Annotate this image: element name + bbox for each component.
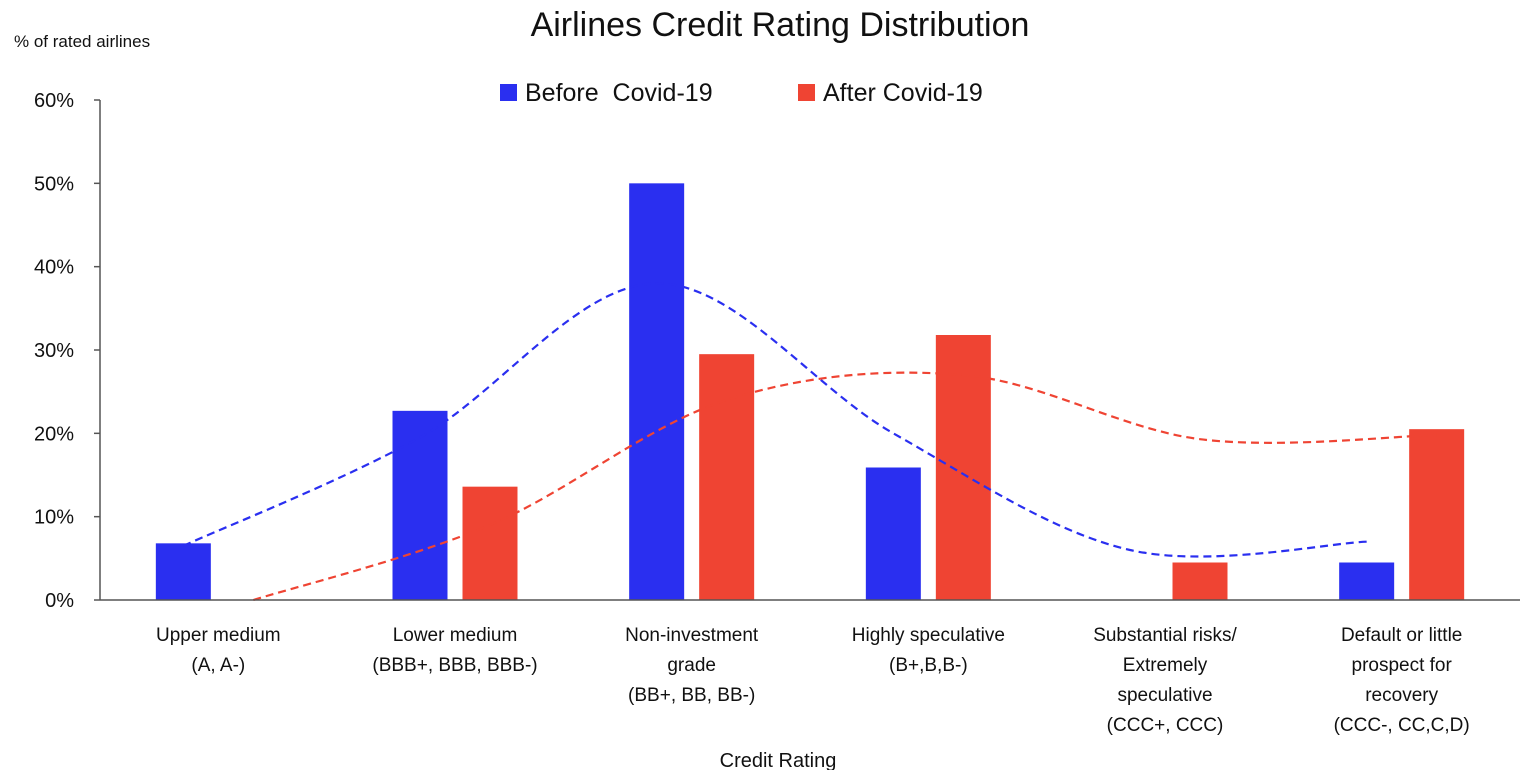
legend-swatch-before: [500, 84, 517, 101]
legend-label-before: Before Covid-19: [525, 79, 713, 107]
bar-after-1: [462, 486, 518, 600]
bar-before-3: [865, 467, 921, 600]
x-category-label-0: Upper medium (A, A-): [156, 625, 281, 676]
bar-after-4: [1172, 562, 1228, 600]
y-tick-label: 40%: [34, 257, 74, 279]
y-tick-label: 0%: [45, 590, 74, 612]
x-category-label-4: Substantial risks/Extremely speculative (C…: [1093, 625, 1237, 736]
legend-swatch-after: [798, 84, 815, 101]
y-tick-label: 10%: [34, 507, 74, 529]
y-tick-label: 60%: [34, 90, 74, 112]
y-axis: 0% 10% 20% 30% 40% 50% 60%: [34, 90, 100, 612]
bar-after-2: [699, 354, 755, 600]
bar-after-3: [935, 335, 991, 600]
y-tick-label: 30%: [34, 340, 74, 362]
x-category-label-3: Highly speculative (B+,B,B-): [852, 625, 1005, 676]
trendline-after: [253, 371, 1437, 602]
x-category-label-1: Lower medium (BBB+, BBB, BBB-): [372, 625, 537, 676]
bar-after-5: [1409, 429, 1465, 600]
axes: [99, 100, 1520, 601]
legend: Before Covid-19 After Covid-19: [500, 79, 983, 107]
x-category-label-5: Default or little prospect for recovery (CC…: [1334, 625, 1470, 736]
bars: [155, 183, 1465, 601]
bar-before-0: [155, 543, 211, 600]
x-category-label-2: Non-investment grade (BB+, BB, BB-): [625, 625, 759, 706]
y-tick-label: 50%: [34, 173, 74, 195]
y-tick-label: 20%: [34, 423, 74, 445]
y-axis-label: % of rated airlines: [14, 32, 150, 51]
x-axis-title: Credit Rating: [720, 750, 837, 770]
trendlines: [182, 282, 1437, 602]
chart-title: Airlines Credit Rating Distribution: [531, 6, 1030, 44]
x-axis-categories: Upper medium (A, A-) Lower medium (BBB+, BB…: [156, 625, 1470, 736]
legend-label-after: After Covid-19: [823, 79, 983, 107]
bar-before-2: [629, 183, 685, 601]
trendline-before: [182, 282, 1367, 558]
bar-before-1: [392, 410, 448, 600]
bar-before-5: [1339, 562, 1395, 600]
